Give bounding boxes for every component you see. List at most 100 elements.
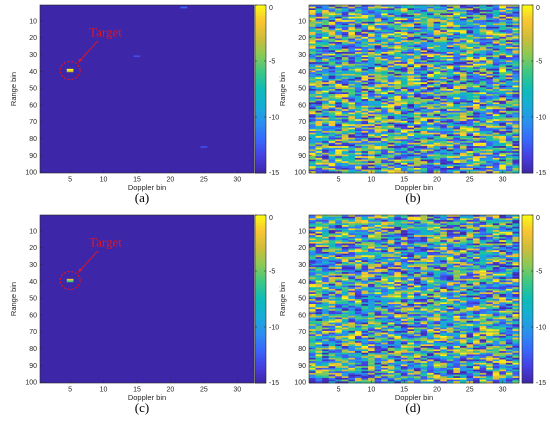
heatmap-cell [440,288,448,291]
heatmap-cell [407,57,415,60]
heatmap-cell [479,16,487,19]
heatmap-cell [440,92,448,95]
heatmap-cell [348,55,356,58]
heatmap-cell [505,268,513,271]
heatmap-cell [400,65,408,68]
heatmap-cell [446,99,454,102]
heatmap-cell [361,144,369,147]
heatmap-cell [492,146,500,149]
heatmap-cell [400,142,408,145]
heatmap-cell [315,122,323,125]
heatmap-cell [479,95,487,98]
heatmap-cell [427,251,435,254]
heatmap-cell [328,97,336,100]
colorbar-segment [255,146,266,150]
heatmap-cell [407,142,415,145]
heatmap-cell [328,243,336,246]
heatmap-cell [309,223,316,226]
heatmap-cell [427,230,435,233]
heatmap-cell [414,45,421,48]
heatmap-cell [328,85,336,88]
heatmap-cell [492,26,500,29]
heatmap-cell [414,277,421,280]
heatmap-cell [394,87,402,90]
heatmap-cell [505,273,513,276]
heatmap-cell [309,11,316,14]
heatmap-cell [473,65,480,68]
heatmap-cell [440,35,448,38]
heatmap-cell [505,164,513,167]
heatmap-cell [505,48,513,51]
heatmap-cell [473,94,480,97]
heatmap-cell [348,167,356,170]
colorbar-segment [255,220,266,224]
heatmap-cell [341,260,349,263]
heatmap-cell [348,225,356,228]
colorbar-segment [255,78,266,82]
heatmap-cell [414,131,421,134]
heatmap-cell [354,89,362,92]
heatmap-cell [512,215,520,218]
heatmap-cell [505,58,513,61]
heatmap-cell [368,245,375,248]
heatmap-cell [512,139,520,142]
heatmap-cell [328,119,336,122]
heatmap-cell [381,40,389,43]
heatmap-cell [414,166,421,169]
heatmap-cell [414,11,421,14]
heatmap-cell [512,82,520,85]
heatmap-cell [453,288,461,291]
heatmap-cell [453,107,461,110]
heatmap-cell [374,112,382,115]
heatmap-cell [427,62,435,65]
heatmap-cell [374,100,382,103]
heatmap-cell [407,82,415,85]
heatmap-cell [473,238,480,241]
heatmap-cell [420,226,428,229]
heatmap-cell [381,20,389,23]
heatmap-cell [387,10,395,13]
heatmap-cell [446,120,454,123]
heatmap-cell [322,63,330,66]
heatmap-cell [420,117,428,120]
heatmap-cell [479,87,487,90]
heatmap-cell [433,278,441,281]
colorbar-frame [254,4,267,174]
heatmap-cell [368,6,375,9]
heatmap-cell [453,68,461,71]
heatmap-cell [368,275,375,278]
heatmap-cell [374,114,382,117]
heatmap-cell [361,97,369,100]
heatmap-cell [387,48,395,51]
heatmap-cell [446,48,454,51]
heatmap-cell [374,171,382,174]
heatmap-cell [354,100,362,103]
heatmap-cell [499,262,507,265]
heatmap-cell [348,243,356,246]
heatmap-cell [459,270,467,273]
heatmap-cell [453,169,461,172]
heatmap-cell [446,65,454,68]
heatmap-cell [466,105,474,108]
heatmap-cell [354,146,362,149]
heatmap-cell [387,65,395,68]
heatmap-cell [499,134,507,137]
heatmap-cell [446,270,454,273]
heatmap-cell [341,115,349,118]
heatmap-cell [407,87,415,90]
heatmap-cell [427,48,435,51]
heatmap-cell [466,220,474,223]
heatmap-cell [361,26,369,29]
heatmap-cell [381,11,389,14]
heatmap-cell [322,226,330,229]
heatmap-cell [459,99,467,102]
heatmap-cell [361,156,369,159]
heatmap-cell [479,43,487,46]
heatmap-cell [440,125,448,128]
heatmap-cell [387,223,395,226]
heatmap-cell [394,109,402,112]
heatmap-cell [427,141,435,144]
heatmap-cell [400,8,408,11]
heatmap-cell [512,149,520,152]
heatmap-cell [374,72,382,75]
